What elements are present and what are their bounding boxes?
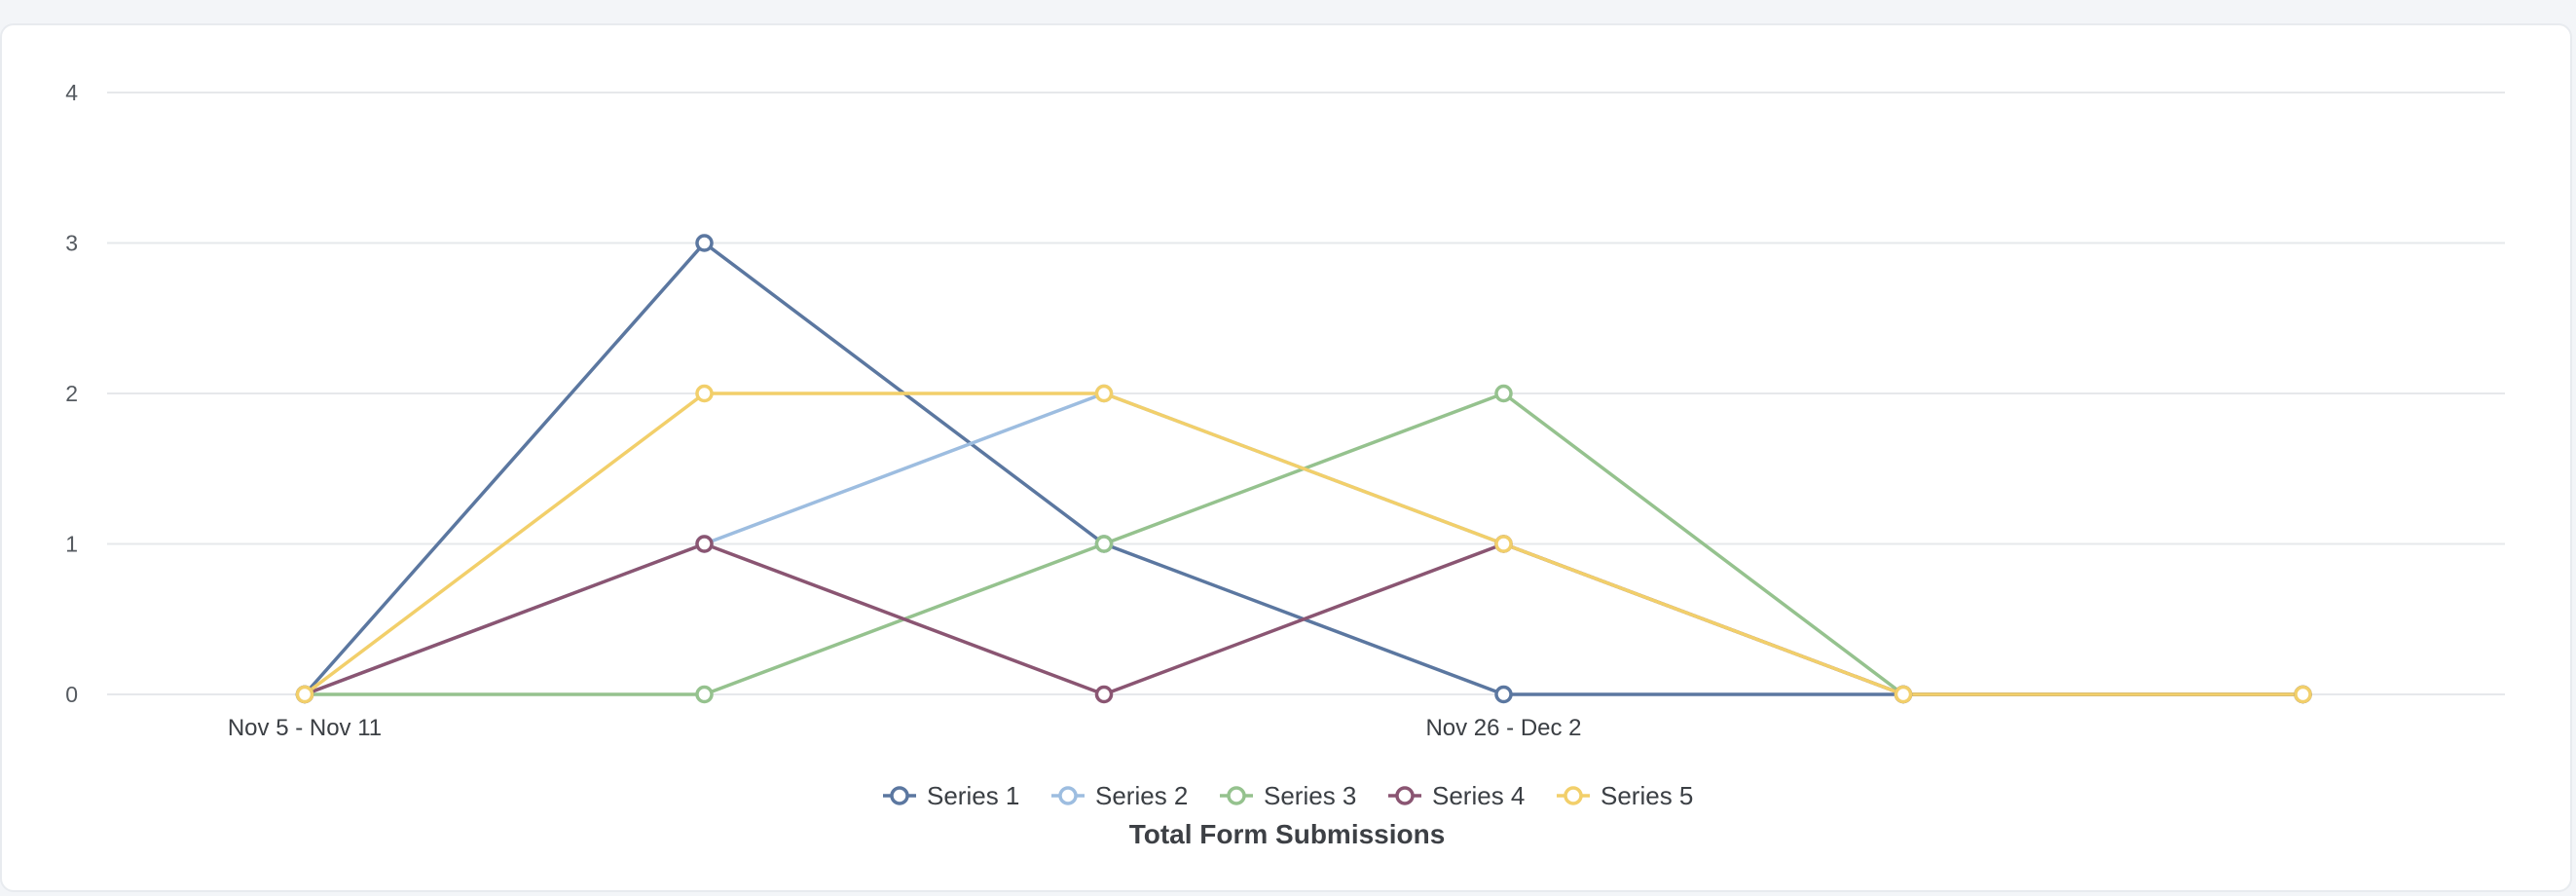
data-point[interactable]: [1094, 685, 1114, 704]
legend-label: Series 5: [1601, 781, 1693, 810]
series-lines: [303, 241, 2303, 696]
data-point[interactable]: [295, 685, 314, 704]
legend-swatch-marker: [1395, 786, 1415, 805]
chart-card: [0, 23, 2572, 892]
data-point[interactable]: [1494, 685, 1513, 704]
legend-label: Series 1: [927, 781, 1019, 810]
legend-swatch-marker: [1058, 786, 1078, 805]
grid-lines: [107, 92, 2505, 695]
legend-item-2[interactable]: Series 2: [1051, 781, 1188, 810]
legend-swatch-marker: [1564, 786, 1583, 805]
legend-label: Series 3: [1264, 781, 1356, 810]
y-tick-label: 3: [65, 231, 78, 256]
data-point[interactable]: [695, 685, 714, 704]
legend-swatch-marker: [1227, 786, 1246, 805]
y-tick-label: 4: [65, 80, 78, 105]
legend-item-5[interactable]: Series 5: [1557, 781, 1693, 810]
x-tick-label: Nov 26 - Dec 2: [1425, 715, 1581, 741]
series-line-4: [304, 541, 2303, 696]
data-point[interactable]: [1094, 384, 1114, 403]
y-tick-label: 1: [65, 532, 78, 557]
data-point[interactable]: [1894, 685, 1913, 704]
data-point[interactable]: [695, 384, 714, 403]
chart-title: Total Form Submissions: [1129, 819, 1446, 849]
series-line-5: [303, 392, 2303, 696]
data-point[interactable]: [1494, 535, 1513, 553]
y-tick-label: 2: [65, 381, 78, 406]
x-axis-ticks: Nov 5 - Nov 11 Nov 26 - Dec 2: [228, 715, 1582, 741]
legend-item-4[interactable]: Series 4: [1388, 781, 1525, 810]
legend-label: Series 4: [1432, 781, 1525, 810]
legend: Series 1 Series 2 Series 3 Series 4 Series 5: [883, 781, 1693, 810]
x-tick-label: Nov 5 - Nov 11: [228, 715, 382, 741]
legend-item-3[interactable]: Series 3: [1220, 781, 1356, 810]
data-point[interactable]: [1494, 384, 1513, 403]
data-point[interactable]: [1094, 535, 1114, 553]
series-points: [295, 234, 2312, 704]
y-tick-label: 0: [65, 682, 78, 707]
legend-label: Series 2: [1095, 781, 1188, 810]
legend-item-1[interactable]: Series 1: [883, 781, 1019, 810]
legend-swatch-marker: [890, 786, 909, 805]
y-axis-ticks: 0 1 2 3 4: [65, 80, 78, 707]
data-point[interactable]: [695, 535, 714, 553]
data-point[interactable]: [695, 234, 714, 252]
data-point[interactable]: [2294, 685, 2312, 704]
